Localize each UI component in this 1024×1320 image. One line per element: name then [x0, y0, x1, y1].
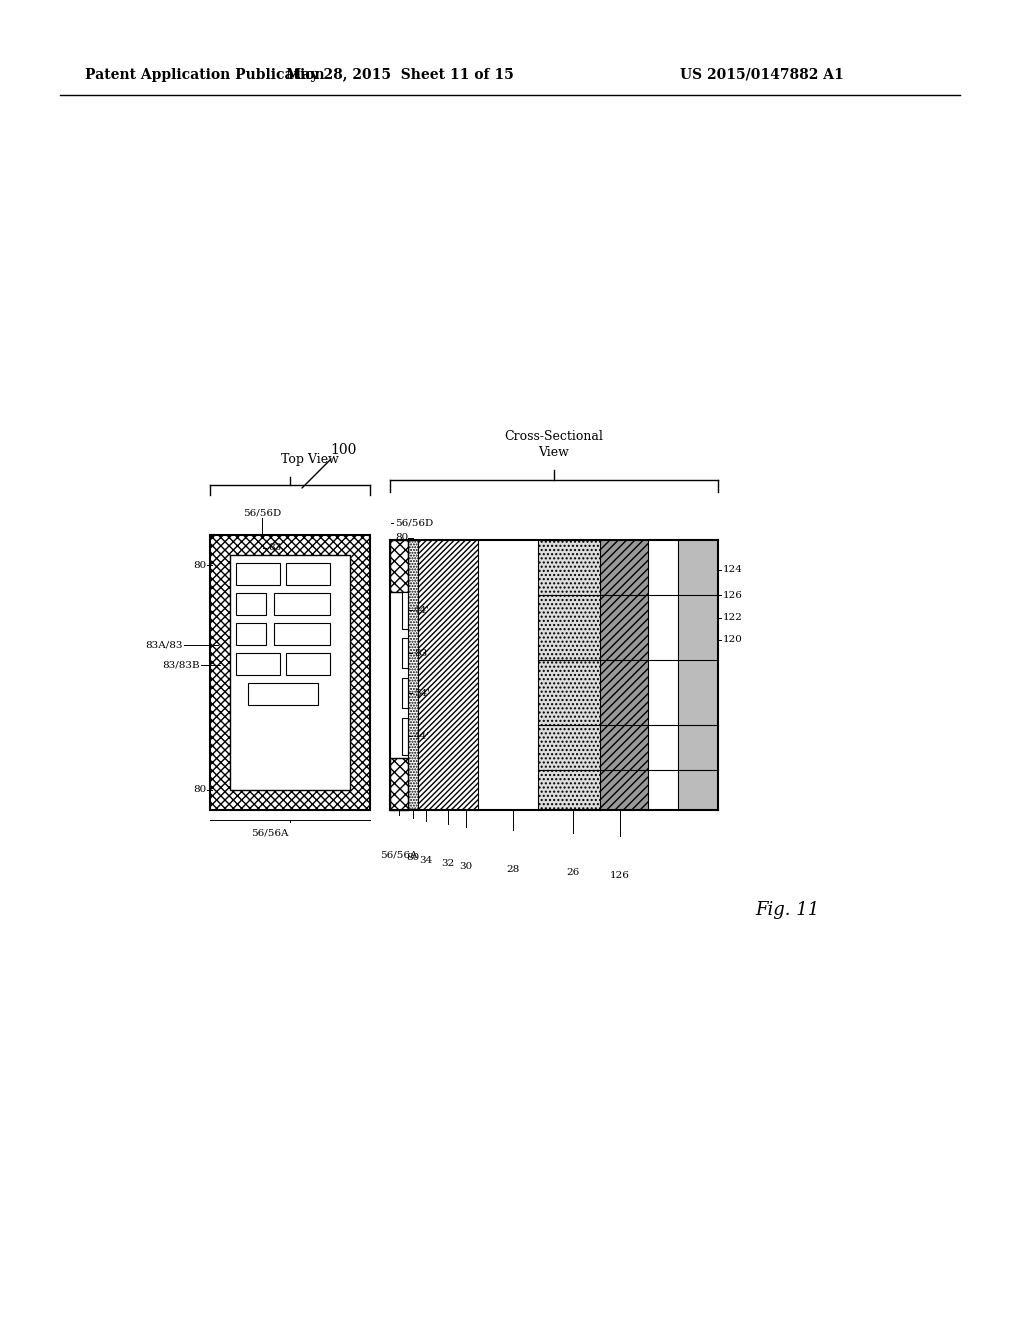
Text: 80: 80 — [193, 785, 206, 795]
Bar — [286, 564, 330, 585]
Text: 126: 126 — [723, 590, 742, 599]
Bar — [600, 540, 648, 810]
Text: 26: 26 — [566, 869, 580, 876]
Bar — [538, 540, 600, 810]
Text: Patent Application Publication: Patent Application Publication — [85, 69, 325, 82]
Text: 44': 44' — [414, 606, 430, 615]
Text: 30: 30 — [460, 862, 473, 871]
Text: 56/56A: 56/56A — [251, 828, 289, 837]
Text: Cross-Sectional
View: Cross-Sectional View — [505, 430, 603, 459]
Text: 56/56D: 56/56D — [243, 508, 282, 517]
Text: 32: 32 — [441, 859, 455, 869]
Bar — [286, 653, 330, 675]
Text: 100: 100 — [330, 444, 356, 457]
Text: 56/56A: 56/56A — [380, 850, 418, 859]
Text: 122: 122 — [723, 614, 742, 623]
Text: 83A/83: 83A/83 — [145, 640, 183, 649]
Text: 44': 44' — [414, 731, 430, 741]
Bar — [236, 564, 280, 585]
Bar — [210, 535, 370, 810]
Bar — [402, 718, 408, 755]
Text: Fig. 11: Fig. 11 — [755, 902, 819, 919]
Text: 80: 80 — [407, 853, 420, 862]
Bar — [236, 623, 266, 645]
Text: 80: 80 — [193, 561, 206, 569]
Text: 54': 54' — [414, 689, 430, 698]
Text: 83: 83 — [268, 544, 282, 553]
Text: 56/56D: 56/56D — [395, 519, 433, 528]
Bar — [390, 758, 408, 810]
Bar — [236, 593, 266, 615]
Bar — [402, 639, 408, 668]
Text: 124: 124 — [723, 565, 742, 574]
Text: 126: 126 — [610, 871, 630, 880]
Bar — [648, 540, 678, 810]
Bar — [236, 653, 280, 675]
Text: 83/83B: 83/83B — [163, 660, 200, 669]
Bar — [248, 682, 318, 705]
Text: US 2015/0147882 A1: US 2015/0147882 A1 — [680, 69, 844, 82]
Bar — [274, 623, 330, 645]
Text: 28: 28 — [507, 865, 519, 874]
Bar — [390, 540, 408, 591]
Text: May 28, 2015  Sheet 11 of 15: May 28, 2015 Sheet 11 of 15 — [286, 69, 514, 82]
Bar — [402, 678, 408, 709]
Bar — [402, 591, 408, 628]
Bar — [274, 593, 330, 615]
Bar — [418, 540, 478, 810]
Text: 80: 80 — [395, 533, 409, 543]
Text: 120: 120 — [723, 635, 742, 644]
Text: Top View: Top View — [281, 454, 339, 466]
Bar — [678, 540, 718, 810]
Bar — [230, 554, 350, 789]
Text: 34: 34 — [420, 855, 432, 865]
Bar — [408, 540, 418, 810]
Bar — [390, 540, 718, 810]
Text: 83: 83 — [414, 649, 427, 657]
